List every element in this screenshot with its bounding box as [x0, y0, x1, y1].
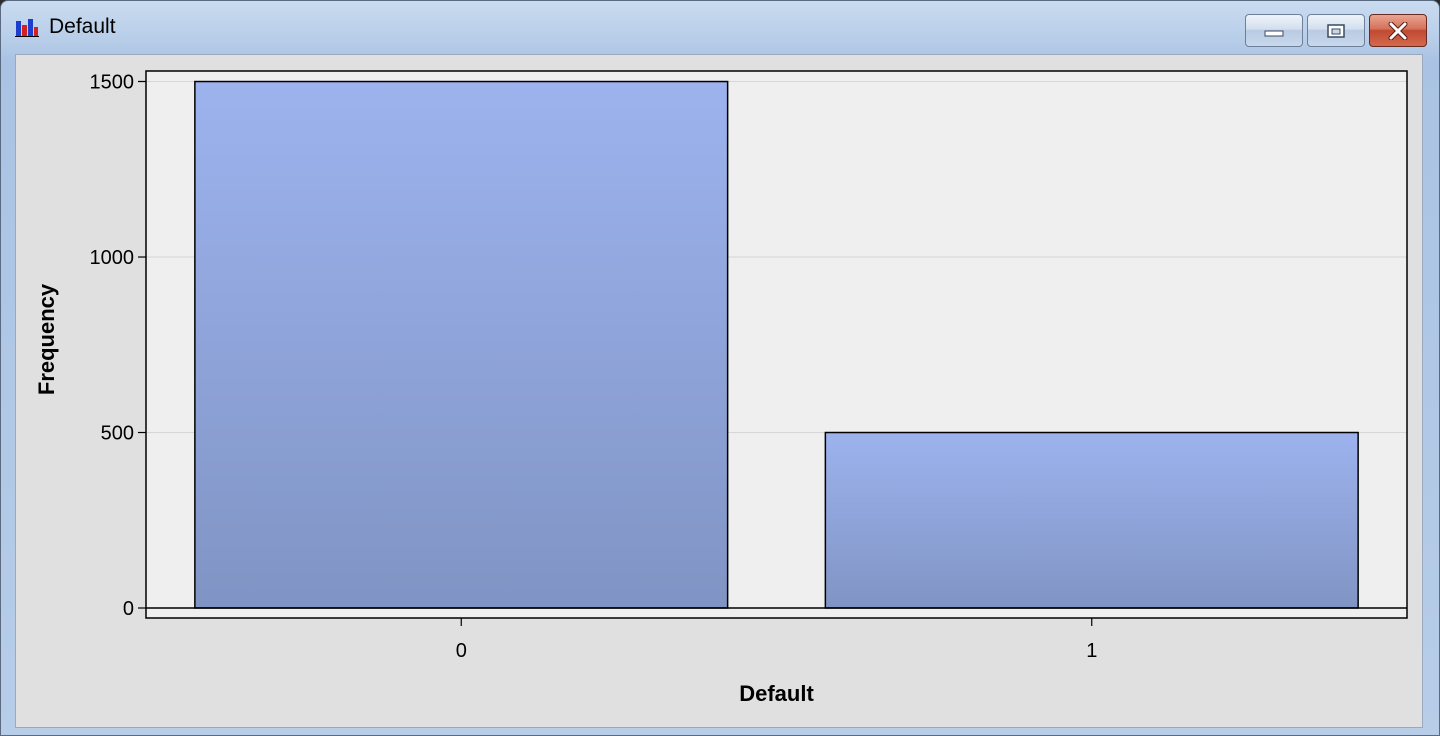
y-tick-label: 0	[123, 598, 134, 620]
y-tick-label: 500	[101, 423, 134, 445]
x-axis-label: Default	[739, 681, 814, 706]
bar-0	[194, 80, 729, 609]
y-axis-label: Frequency	[34, 283, 59, 395]
x-tick-label-1: 1	[1086, 640, 1097, 662]
title-bar[interactable]: Default	[1, 1, 1439, 53]
x-tick-label-0: 0	[456, 640, 467, 662]
plot-frame	[145, 70, 1408, 619]
maximize-button[interactable]	[1307, 14, 1365, 47]
bars	[194, 80, 1359, 609]
bar-chart-icon	[15, 19, 39, 37]
close-button[interactable]	[1369, 14, 1427, 47]
y-tick-label: 1500	[90, 72, 135, 94]
y-axis: 0 500 1000 1500	[90, 72, 146, 620]
close-icon	[1388, 21, 1408, 40]
y-tick-label: 1000	[90, 247, 135, 269]
minimize-button[interactable]	[1245, 14, 1303, 47]
minimize-icon	[1264, 30, 1284, 36]
window-title: Default	[49, 15, 116, 38]
restore-icon	[1327, 23, 1345, 38]
bar-1	[824, 431, 1359, 609]
